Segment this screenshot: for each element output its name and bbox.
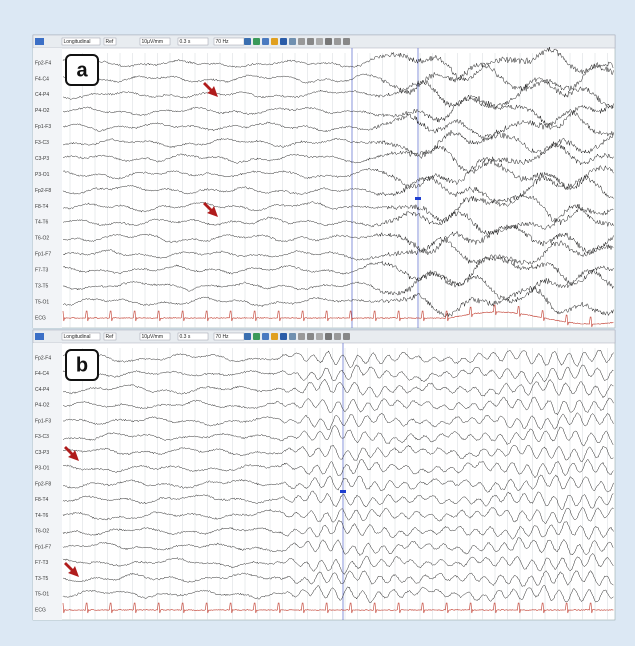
toolbar-icon[interactable]	[298, 333, 305, 340]
toolbar-icon[interactable]	[271, 333, 278, 340]
channel-label: Fp2-F4	[35, 60, 51, 66]
panel-frame	[33, 330, 615, 620]
page: {"panels": [ {"label": "a", "toolbar": {…	[0, 0, 635, 646]
channel-label: P4-O2	[35, 108, 50, 114]
toolbar-icon[interactable]	[334, 38, 341, 45]
toolbar-icon[interactable]	[316, 38, 323, 45]
toolbar-icon[interactable]	[307, 333, 314, 340]
channel-label: T4-T6	[35, 513, 49, 519]
toolbar-text: 10µV/mm	[142, 334, 164, 340]
channel-label: ECG	[35, 607, 46, 613]
toolbar-text: Longitudinal	[64, 39, 91, 45]
channel-label: C4-P4	[35, 92, 49, 98]
channel-label: T5-O1	[35, 299, 49, 305]
toolbar-icon[interactable]	[343, 333, 350, 340]
toolbar-icon[interactable]	[316, 333, 323, 340]
toolbar-icon[interactable]	[262, 333, 269, 340]
channel-label: Fp2-F8	[35, 481, 51, 487]
channel-label: T5-O1	[35, 592, 49, 598]
toolbar-text: Ref	[106, 334, 114, 340]
channel-label: F8-T4	[35, 204, 49, 210]
toolbar-icon[interactable]	[262, 38, 269, 45]
toolbar-text: 10µV/mm	[142, 39, 164, 45]
toolbar-text: Ref	[106, 39, 114, 45]
channel-label: Fp1-F3	[35, 124, 51, 130]
channel-label: Fp2-F8	[35, 188, 51, 194]
toolbar-icon[interactable]	[280, 333, 287, 340]
channel-label: T3-T5	[35, 576, 49, 582]
channel-label: P4-O2	[35, 403, 50, 409]
panel-label: b	[76, 354, 88, 376]
channel-label: F8-T4	[35, 497, 49, 503]
toolbar-icon[interactable]	[289, 333, 296, 340]
channel-label: T4-T6	[35, 220, 49, 226]
channel-label: Fp1-F7	[35, 544, 51, 550]
channel-label: F4-C4	[35, 76, 49, 82]
channel-label: C3-P3	[35, 156, 49, 162]
toolbar-icon[interactable]	[244, 333, 251, 340]
figure: Longitudinal Ref 10µV/mm 0.3 s 70 Hz Fp2-F4 F4…	[0, 0, 635, 646]
channel-label: T3-T5	[35, 283, 49, 289]
menu-button[interactable]	[35, 333, 44, 340]
toolbar	[33, 35, 615, 48]
toolbar-icon[interactable]	[253, 333, 260, 340]
channel-label: F4-C4	[35, 371, 49, 377]
event-marker	[340, 490, 346, 493]
channel-label: Fp1-F7	[35, 252, 51, 258]
toolbar-icon[interactable]	[280, 38, 287, 45]
toolbar-icon[interactable]	[244, 38, 251, 45]
channel-label: F7-T3	[35, 268, 49, 274]
event-marker	[415, 197, 421, 200]
toolbar-text: 0.3 s	[180, 334, 191, 340]
panel-label: a	[76, 59, 88, 81]
channel-label: T6-O2	[35, 529, 49, 535]
toolbar-icon[interactable]	[253, 38, 260, 45]
channel-label: C3-P3	[35, 450, 49, 456]
eeg-panel: Longitudinal Ref 10µV/mm 0.3 s 70 Hz Fp2-F4 F4…	[33, 330, 615, 620]
toolbar-icon[interactable]	[271, 38, 278, 45]
channel-label: Fp2-F4	[35, 355, 51, 361]
toolbar-text: 70 Hz	[216, 334, 230, 340]
channel-label: F3-C3	[35, 434, 49, 440]
channel-label: F3-C3	[35, 140, 49, 146]
toolbar-text: 0.3 s	[180, 39, 191, 45]
toolbar-icon[interactable]	[307, 38, 314, 45]
channel-label: C4-P4	[35, 387, 49, 393]
toolbar-icon[interactable]	[289, 38, 296, 45]
eeg-panel: Longitudinal Ref 10µV/mm 0.3 s 70 Hz Fp2-F4 F4…	[33, 35, 615, 328]
channel-label: T6-O2	[35, 236, 49, 242]
channel-label: P3-O1	[35, 172, 50, 178]
toolbar-text: Longitudinal	[64, 334, 91, 340]
toolbar-text: 70 Hz	[216, 39, 230, 45]
channel-label: P3-O1	[35, 466, 50, 472]
toolbar-icon[interactable]	[298, 38, 305, 45]
toolbar-icon[interactable]	[325, 38, 332, 45]
toolbar	[33, 330, 615, 343]
channel-label: Fp1-F3	[35, 418, 51, 424]
channel-label: ECG	[35, 315, 46, 321]
toolbar-icon[interactable]	[334, 333, 341, 340]
toolbar-icon[interactable]	[325, 333, 332, 340]
toolbar-icon[interactable]	[343, 38, 350, 45]
channel-label: F7-T3	[35, 560, 49, 566]
menu-button[interactable]	[35, 38, 44, 45]
